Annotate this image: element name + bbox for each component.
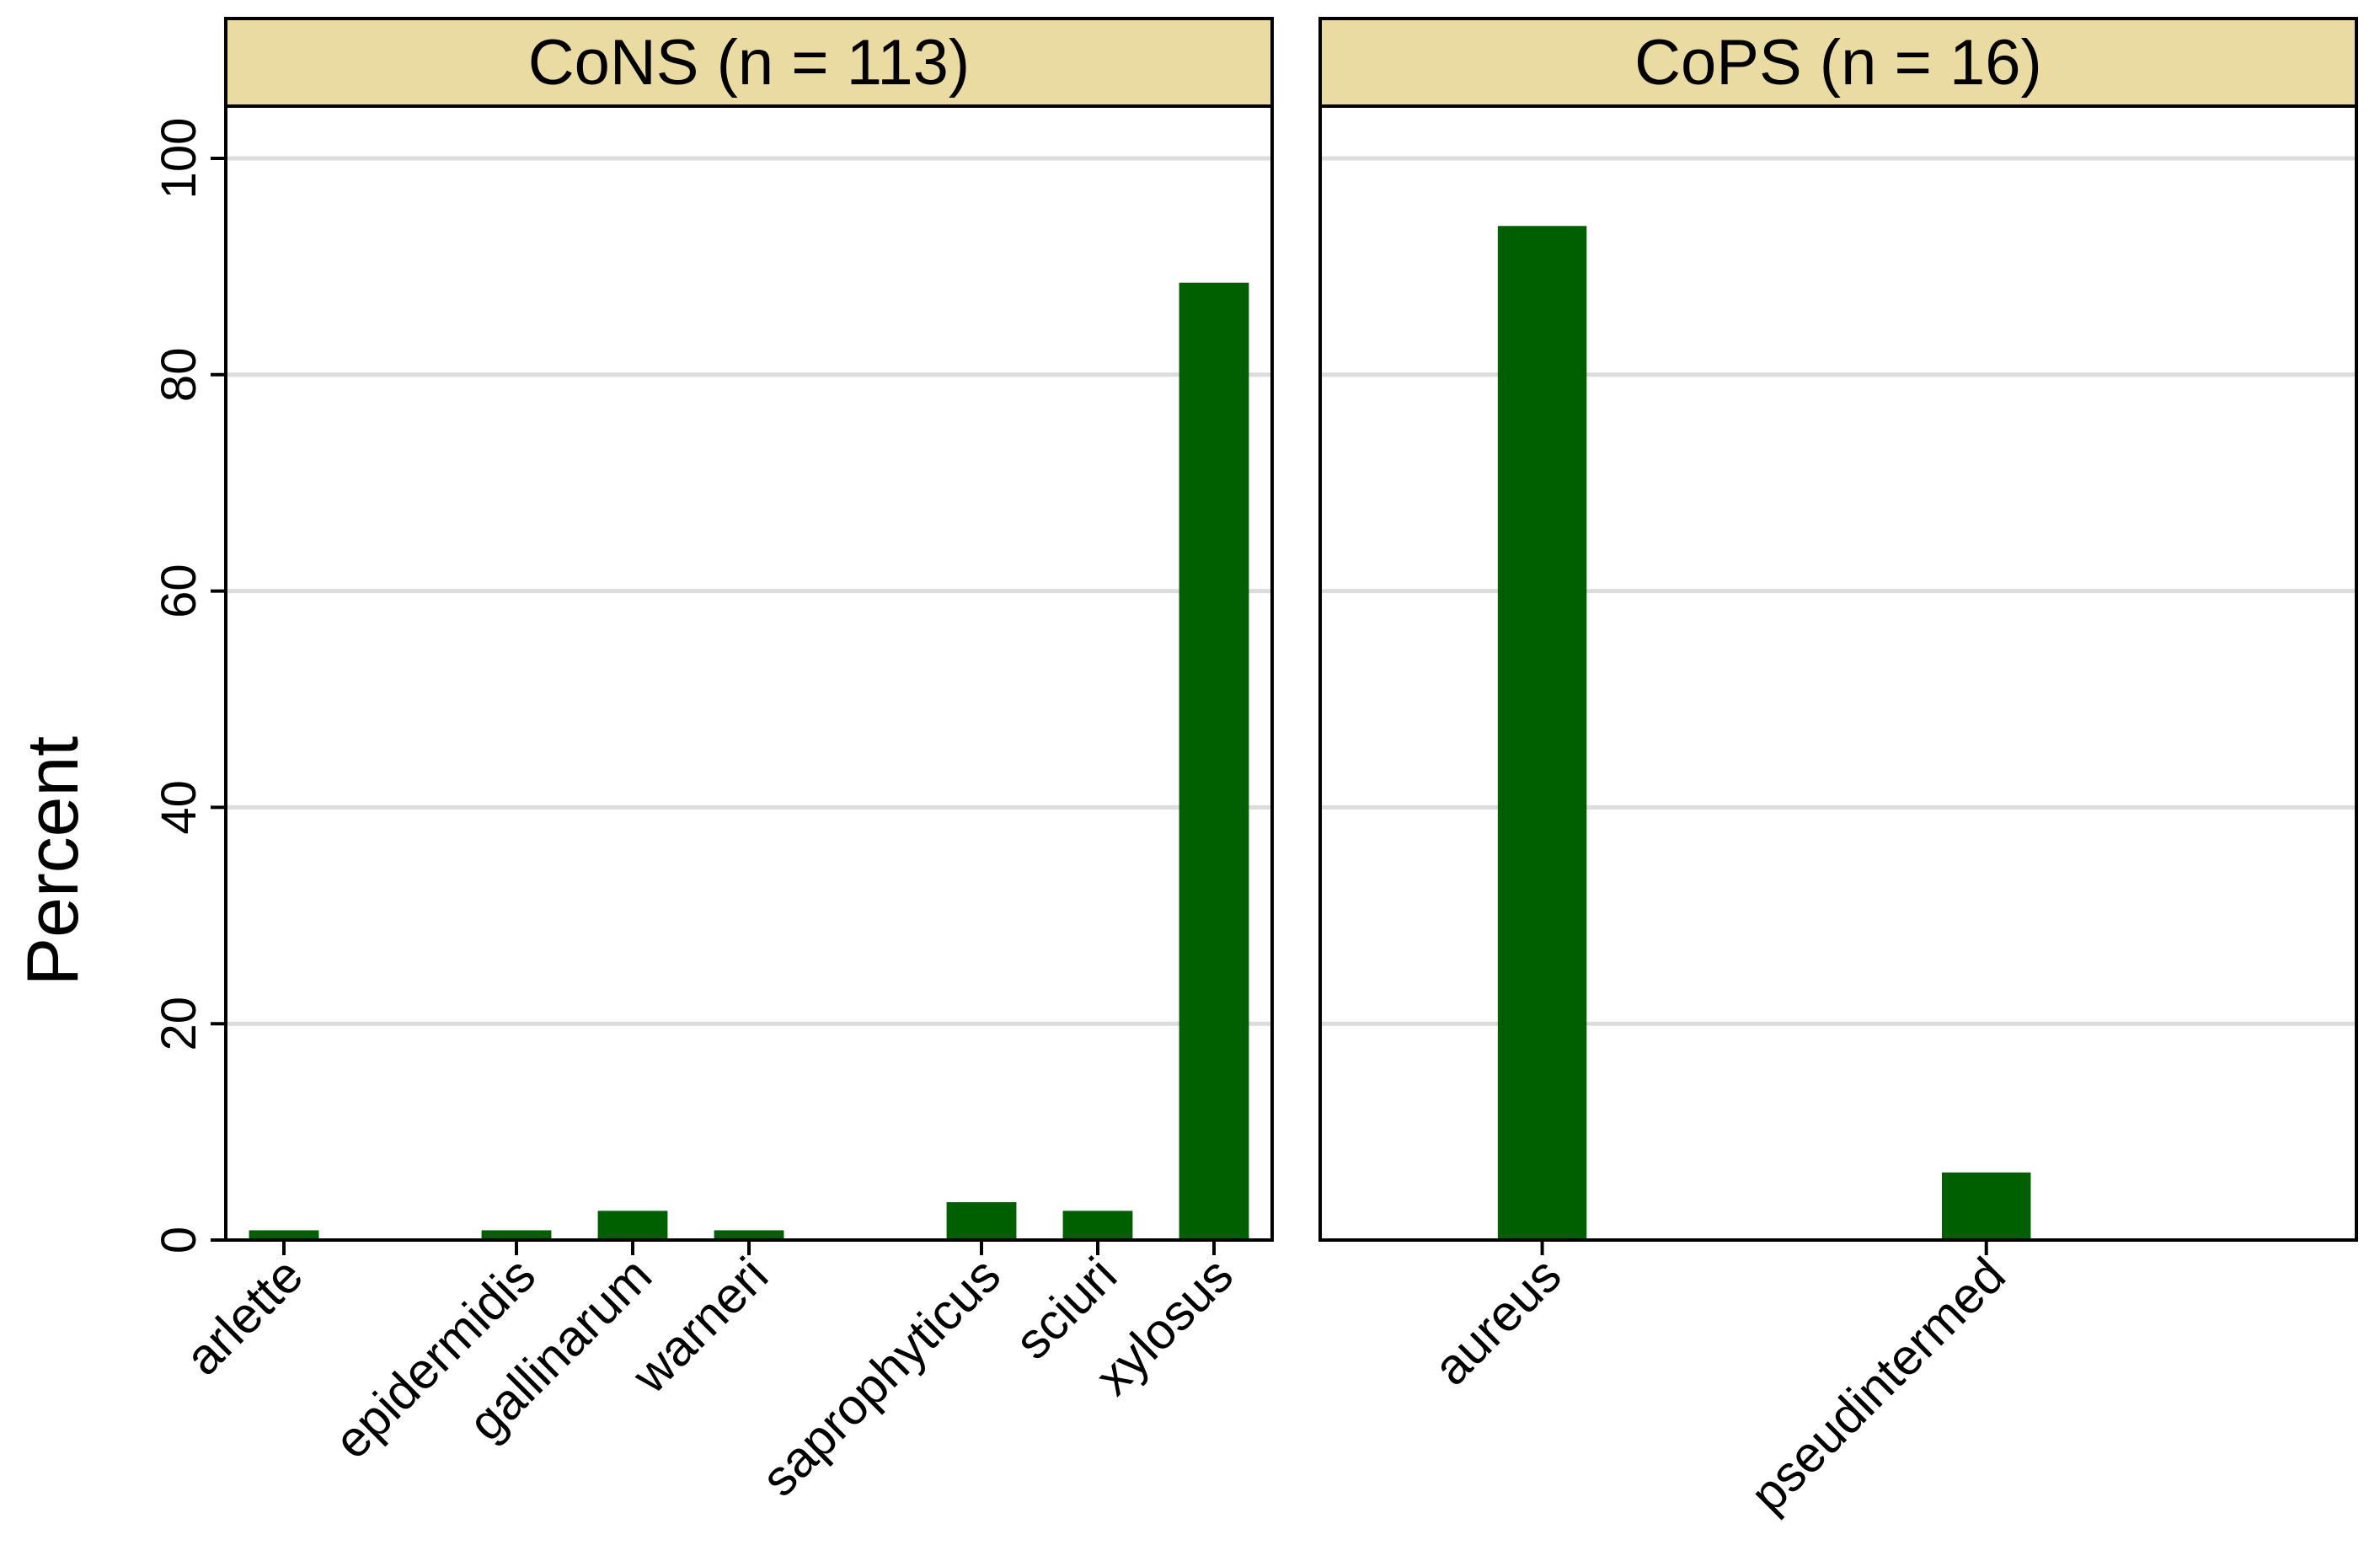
facet-title: CoNS (n = 113) [528,27,971,99]
y-tick-label: 0 [152,1227,206,1254]
bar [946,1202,1017,1240]
panel-cops: aureus pseudintermed CoPS (n = 16) [1318,17,2358,1523]
x-tick-label: saprophyticus [751,1247,1011,1507]
facet-title: CoPS (n = 16) [1634,27,2042,99]
bar [249,1230,319,1240]
y-tick-label: 40 [152,780,206,835]
bar [1179,282,1249,1240]
bar [1062,1211,1133,1240]
y-tick-label: 100 [152,118,206,200]
bar [1497,226,1587,1240]
bar [481,1230,552,1240]
bar [597,1211,668,1240]
bar [1942,1172,2031,1240]
x-tick-label: arlette [174,1247,313,1386]
facet-strip [1318,17,2358,108]
x-tick-label: pseudintermed [1740,1247,2016,1523]
y-tick-label: 60 [152,564,206,618]
y-axis-title: Percent [13,736,94,986]
panel-cons: arlette epidermidisgallinarumwarnerisapro… [152,17,1274,1507]
x-tick-label: aureus [1423,1247,1572,1396]
y-tick-label: 20 [152,997,206,1051]
bar [714,1230,784,1240]
plot-area [1320,106,2356,1240]
facet-strip [224,17,1274,108]
y-tick-label: 80 [152,348,206,403]
plot-area [226,106,1272,1240]
